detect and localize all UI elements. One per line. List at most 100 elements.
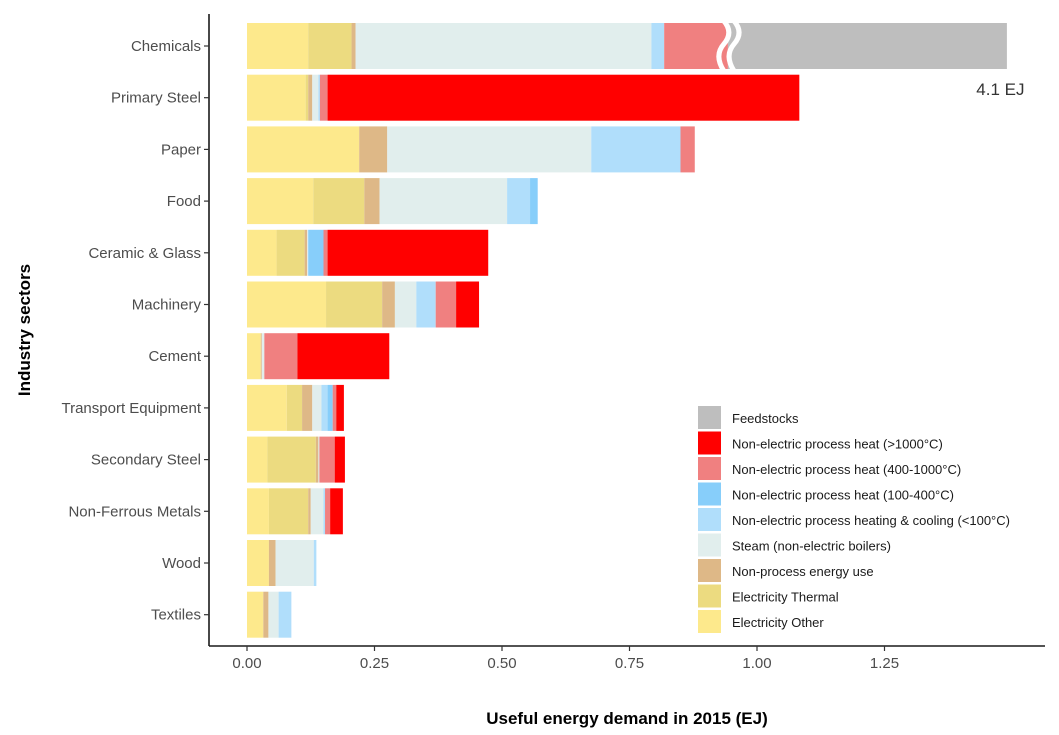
bar-chemicals-non-process-energy-use <box>351 23 356 69</box>
x-tick-label-4: 1.00 <box>742 655 771 672</box>
bar-food-non-electric-process-heating-cooling-100-c <box>507 178 531 225</box>
legend-label-steam-non-electric-boilers: Steam (non-electric boilers) <box>732 539 891 554</box>
legend-swatch-steam-non-electric-boilers <box>698 533 721 557</box>
legend-swatch-feedstocks <box>698 406 721 429</box>
bar-ceramic-glass-non-electric-process-heat-1000-c <box>327 229 489 276</box>
bar-ceramic-glass-non-electric-process-heat-400-1000-c <box>323 229 328 276</box>
legend: Feedstocks Non-electric process heat (>10… <box>698 406 1010 633</box>
bar-primary-steel-non-electric-process-heat-400-1000-c <box>319 74 328 121</box>
bar-food-electricity-other <box>247 178 314 225</box>
bar-textiles-steam-non-electric-boilers <box>268 591 279 638</box>
y-tick-label-cement: Cement <box>148 348 201 365</box>
bar-secondary-steel-electricity-other <box>247 436 268 483</box>
bar-non-ferrous-metals-non-electric-process-heating-cooling-100-c <box>323 488 326 535</box>
bar-primary-steel-non-electric-process-heat-1000-c <box>327 74 800 121</box>
x-tick-label-2: 0.50 <box>487 655 516 672</box>
bar-non-ferrous-metals-electricity-other <box>247 488 269 535</box>
bar-paper-non-electric-process-heat-400-1000-c <box>680 126 695 173</box>
bar-textiles-electricity-other <box>247 591 264 638</box>
bar-machinery-electricity-thermal <box>326 281 383 328</box>
bar-ceramic-glass-electricity-other <box>247 229 277 276</box>
bar-machinery-electricity-other <box>247 281 327 328</box>
y-tick-label-secondary-steel: Secondary Steel <box>91 452 201 469</box>
legend-swatch-non-electric-process-heat-1000-c <box>698 431 721 455</box>
bar-ceramic-glass-non-process-energy-use <box>304 229 308 276</box>
legend-label-feedstocks: Feedstocks <box>732 411 799 426</box>
legend-label-non-process-energy-use: Non-process energy use <box>732 564 874 579</box>
y-tick-labels: Chemicals Primary Steel Paper Food Ceramic &… <box>61 38 209 624</box>
x-axis-title: Useful energy demand in 2015 (EJ) <box>486 709 768 728</box>
x-tick-label-0: 0.00 <box>232 655 261 672</box>
y-tick-label-primary-steel: Primary Steel <box>111 90 201 107</box>
bar-secondary-steel-non-electric-process-heat-400-1000-c <box>319 436 335 483</box>
legend-swatch-non-electric-process-heat-100-400-c <box>698 482 721 506</box>
bar-chemicals-non-electric-process-heating-cooling-100-c <box>651 23 665 69</box>
bar-transport-equipment-non-electric-process-heat-400-1000-c <box>332 384 337 431</box>
bar-wood-non-electric-process-heating-cooling-100-c <box>313 540 317 586</box>
y-axis-title: Industry sectors <box>15 264 34 396</box>
bar-food-electricity-thermal <box>313 178 365 225</box>
bar-non-ferrous-metals-steam-non-electric-boilers <box>310 488 324 535</box>
legend-label-electricity-thermal: Electricity Thermal <box>732 590 839 605</box>
legend-label-non-electric-process-heat-400-1000-c: Non-electric process heat (400-1000°C) <box>732 462 961 477</box>
legend-label-non-electric-process-heat-100-400-c: Non-electric process heat (100-400°C) <box>732 488 954 503</box>
bar-cement-electricity-other <box>247 333 261 380</box>
y-tick-label-ceramic-glass: Ceramic & Glass <box>88 245 201 262</box>
bar-paper-non-process-energy-use <box>359 126 388 173</box>
bar-chemicals-electricity-thermal <box>308 23 352 69</box>
annotations-layer: 4.1 EJ <box>976 80 1024 99</box>
bar-transport-equipment-non-electric-process-heating-cooling-100-c <box>321 384 328 431</box>
bar-cement-steam-non-electric-boilers <box>261 333 265 380</box>
legend-swatch-non-electric-process-heating-cooling-100-c <box>698 508 721 531</box>
y-tick-label-machinery: Machinery <box>132 297 202 314</box>
axis-break-mark-1 <box>716 19 732 73</box>
bar-machinery-steam-non-electric-boilers <box>394 281 417 328</box>
annotation-4-1-ej: 4.1 EJ <box>976 80 1024 99</box>
bar-secondary-steel-non-electric-process-heat-1000-c <box>334 436 345 483</box>
y-tick-label-food: Food <box>167 193 201 210</box>
bar-non-ferrous-metals-non-process-energy-use <box>308 488 311 535</box>
bar-cement-non-process-energy-use <box>260 333 262 380</box>
bars-layer <box>247 19 1007 638</box>
bar-machinery-non-electric-process-heat-1000-c <box>456 281 480 328</box>
bar-paper-electricity-other <box>247 126 360 173</box>
x-tick-label-5: 1.25 <box>870 655 899 672</box>
bar-primary-steel-electricity-other <box>247 74 306 121</box>
bar-primary-steel-steam-non-electric-boilers <box>312 74 319 121</box>
legend-label-non-electric-process-heating-cooling-100-c: Non-electric process heating & cooling (… <box>732 513 1010 528</box>
bar-transport-equipment-electricity-thermal <box>286 384 303 431</box>
bar-machinery-non-electric-process-heating-cooling-100-c <box>416 281 436 328</box>
bar-machinery-non-electric-process-heat-400-1000-c <box>435 281 457 328</box>
bar-non-ferrous-metals-non-electric-process-heat-1000-c <box>330 488 343 535</box>
bar-non-ferrous-metals-electricity-thermal <box>268 488 309 535</box>
bar-secondary-steel-electricity-thermal <box>267 436 316 483</box>
x-tick-labels: 0.00 0.25 0.50 0.75 1.00 1.25 <box>232 646 899 672</box>
axis-break-mark-2 <box>726 19 742 73</box>
bar-wood-electricity-other <box>247 540 269 586</box>
y-tick-label-transport-equipment: Transport Equipment <box>61 400 201 417</box>
bar-transport-equipment-non-electric-process-heat-1000-c <box>336 384 344 431</box>
bar-food-non-process-energy-use <box>364 178 380 225</box>
bar-chemicals-steam-non-electric-boilers <box>355 23 652 69</box>
x-tick-label-3: 0.75 <box>615 655 644 672</box>
bar-food-steam-non-electric-boilers <box>379 178 508 225</box>
legend-swatch-electricity-thermal <box>698 584 721 608</box>
bar-secondary-steel-steam-non-electric-boilers <box>318 436 320 483</box>
bar-ceramic-glass-steam-non-electric-boilers <box>307 229 309 276</box>
axes-layer <box>208 14 1045 647</box>
bar-food-non-electric-process-heat-100-400-c <box>530 178 538 225</box>
bar-paper-steam-non-electric-boilers <box>387 126 592 173</box>
bar-ceramic-glass-non-electric-process-heat-100-400-c <box>308 229 324 276</box>
bar-primary-steel-electricity-thermal <box>305 74 309 121</box>
bar-transport-equipment-electricity-other <box>247 384 287 431</box>
bar-textiles-non-process-energy-use <box>263 591 269 638</box>
bar-machinery-non-process-energy-use <box>382 281 395 328</box>
bar-chemicals-electricity-other <box>247 23 309 69</box>
bar-secondary-steel-non-process-energy-use <box>315 436 319 483</box>
bar-primary-steel-non-electric-process-heating-cooling-100-c <box>318 74 320 121</box>
legend-swatch-non-process-energy-use <box>698 559 721 582</box>
legend-label-electricity-other: Electricity Other <box>732 615 824 630</box>
y-tick-label-textiles: Textiles <box>151 607 201 624</box>
bar-chemicals-feedstocks <box>727 23 1007 69</box>
y-tick-label-wood: Wood <box>162 555 201 572</box>
